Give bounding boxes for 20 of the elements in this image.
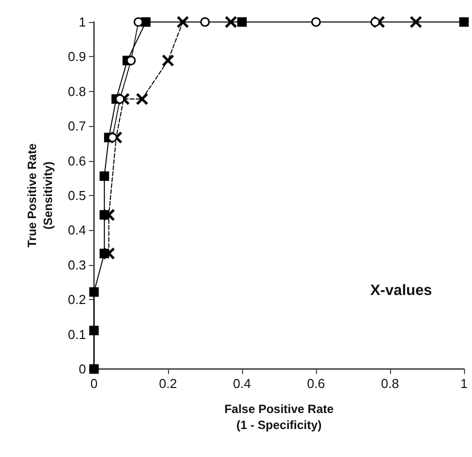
- y-tick-label: 0.8: [68, 84, 86, 99]
- y-tick-label: 0.4: [68, 222, 86, 238]
- x-tick-label: 0: [90, 376, 98, 391]
- annotation: X-values: [370, 282, 432, 299]
- y-tick-label: 0.5: [68, 188, 86, 203]
- y-axis-title: True Positive Rate (Sensitivity): [25, 143, 55, 248]
- x-tick-label: 1: [460, 376, 468, 391]
- y-tick-label: 0.1: [68, 326, 86, 342]
- y-tick-label: 0.6: [68, 153, 86, 168]
- x-tick-label: 0.2: [158, 376, 178, 391]
- x-tick-label: 0.8: [380, 376, 400, 391]
- y-tick-label: 0: [78, 362, 86, 376]
- y-tick-label: 1: [78, 14, 86, 30]
- x-tick-label: 0.6: [306, 376, 326, 391]
- y-tick-label: 0.2: [68, 292, 86, 308]
- x-axis-title: False Positive Rate (1 - Specificity): [224, 402, 334, 432]
- y-tick-label: 0.9: [68, 49, 86, 64]
- y-tick-label: 0.7: [68, 118, 86, 134]
- x-tick-label: 0.4: [232, 376, 252, 391]
- y-tick-label: 0.3: [68, 257, 86, 272]
